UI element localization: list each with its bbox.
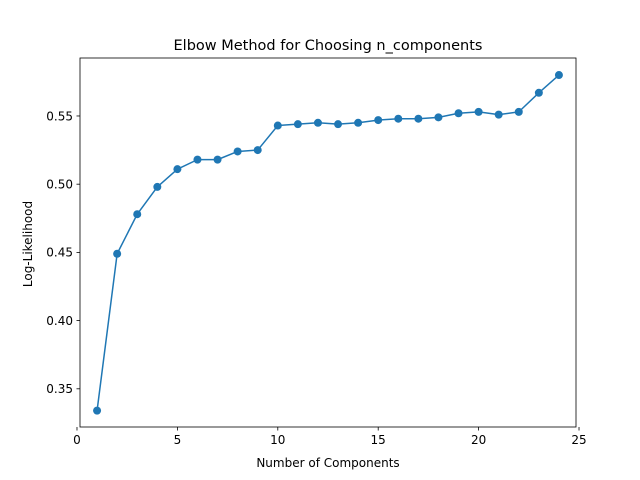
- y-tick-label: 0.40: [46, 314, 73, 328]
- data-point: [113, 249, 122, 258]
- x-tick-label: 15: [371, 433, 386, 447]
- data-point: [434, 113, 443, 122]
- plot-area: 0 5 10 15 20 25 0.35 0.40 0.45 0.50 0.55: [46, 57, 587, 447]
- data-point: [253, 146, 262, 155]
- data-point: [414, 114, 423, 123]
- data-point: [313, 118, 322, 127]
- x-tick-label: 25: [571, 433, 586, 447]
- data-point: [354, 118, 363, 127]
- data-point: [554, 71, 563, 80]
- y-tick-label: 0.50: [46, 177, 73, 191]
- x-tick-label: 10: [270, 433, 285, 447]
- data-point: [334, 120, 343, 129]
- data-point: [233, 147, 242, 156]
- data-point: [534, 88, 543, 97]
- data-point: [514, 107, 523, 116]
- data-point: [293, 120, 302, 129]
- data-point: [213, 155, 222, 164]
- data-point: [93, 406, 102, 415]
- y-tick-label: 0.45: [46, 246, 73, 260]
- data-point: [273, 121, 282, 130]
- x-axis-label: Number of Components: [256, 456, 399, 470]
- axes-frame: [79, 57, 577, 428]
- data-point: [394, 114, 403, 123]
- data-point: [374, 116, 383, 125]
- data-point: [133, 210, 142, 219]
- data-point: [474, 107, 483, 116]
- data-point: [494, 110, 503, 119]
- chart-title: Elbow Method for Choosing n_components: [174, 38, 483, 54]
- y-axis-label: Log-Likelihood: [21, 201, 35, 287]
- x-tick-label: 5: [174, 433, 182, 447]
- data-point: [454, 109, 463, 118]
- x-tick-label: 0: [73, 433, 81, 447]
- y-tick-label: 0.55: [46, 109, 73, 123]
- data-point: [193, 155, 202, 164]
- data-point: [153, 182, 162, 191]
- data-point: [173, 165, 182, 174]
- y-tick-label: 0.35: [46, 382, 73, 396]
- x-tick-label: 20: [471, 433, 486, 447]
